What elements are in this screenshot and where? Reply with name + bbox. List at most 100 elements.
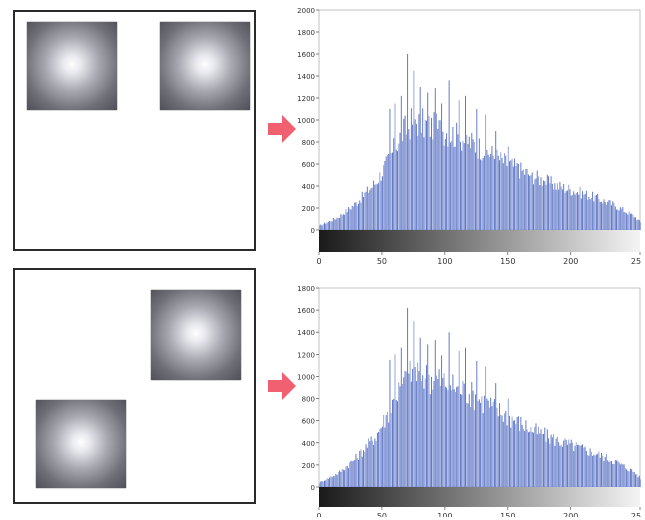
- histogram-bar: [595, 195, 597, 230]
- x-tick-label: 25: [631, 257, 641, 266]
- histogram-bar: [332, 218, 334, 230]
- histogram-bar: [551, 437, 553, 487]
- histogram-bar: [500, 152, 502, 230]
- histogram-bar: [454, 391, 456, 487]
- histogram-bar: [322, 481, 324, 487]
- histogram-bar: [329, 220, 331, 230]
- histogram-bar: [535, 178, 537, 230]
- histogram-bar: [427, 344, 429, 487]
- histogram-bar: [475, 152, 477, 230]
- histogram-bar: [385, 156, 387, 230]
- histogram-bar: [364, 192, 366, 230]
- histogram-bar: [543, 433, 545, 487]
- histogram-bar: [592, 455, 594, 487]
- histogram-bar: [548, 176, 550, 230]
- histogram-bar: [590, 451, 592, 487]
- histogram-bar: [527, 174, 529, 230]
- histogram-bar: [505, 155, 507, 230]
- x-tick-label: 50: [377, 257, 387, 266]
- histogram-bar: [558, 189, 560, 230]
- histogram-bar: [473, 142, 475, 230]
- histogram-bar: [365, 191, 367, 230]
- histogram-bar: [587, 455, 589, 487]
- histogram-bar: [618, 462, 620, 487]
- histogram-bar: [331, 221, 333, 230]
- histogram-bar: [530, 427, 532, 487]
- histogram-bar: [364, 452, 366, 487]
- histogram-bar: [472, 390, 474, 487]
- histogram-bar: [386, 412, 388, 487]
- histogram-bar: [564, 438, 566, 487]
- histogram-bar: [617, 460, 619, 487]
- grayscale-colorbar: [319, 230, 640, 252]
- histogram-bar: [414, 367, 416, 487]
- histogram-bar: [467, 403, 469, 487]
- histogram-bar: [623, 464, 625, 487]
- x-tick-label: 200: [563, 257, 578, 266]
- histogram-bar: [627, 214, 629, 230]
- histogram-bar: [420, 132, 422, 230]
- histogram-bar: [514, 158, 516, 230]
- right-arrow-icon: [268, 115, 296, 143]
- histogram-bar: [486, 150, 488, 230]
- histogram-bar: [378, 182, 380, 230]
- histogram-bar: [444, 139, 446, 230]
- histogram-bar: [412, 124, 414, 230]
- histogram-bar: [447, 390, 449, 487]
- histogram-bar: [626, 469, 628, 487]
- histogram-bar: [366, 447, 368, 487]
- histogram-bar: [502, 421, 504, 487]
- histogram-bar: [446, 133, 448, 230]
- histogram-bar: [434, 88, 436, 230]
- histogram-bar: [458, 351, 460, 487]
- histogram-bar: [448, 332, 450, 487]
- histogram-bar: [579, 186, 581, 230]
- histogram-bar: [640, 222, 641, 230]
- histogram-bar: [438, 120, 440, 230]
- histogram-bar: [491, 406, 493, 487]
- histogram-bar: [597, 193, 599, 230]
- histogram-bar: [467, 143, 469, 230]
- histogram-bar: [565, 439, 567, 487]
- histogram-bar: [373, 444, 375, 487]
- histogram-bar: [478, 138, 480, 230]
- histogram-bar: [325, 223, 327, 230]
- y-tick-label: 0: [311, 484, 315, 492]
- histogram-bar: [524, 431, 526, 487]
- histogram-bar: [633, 217, 635, 230]
- histogram-bar: [541, 434, 543, 487]
- histogram-bar: [432, 139, 434, 230]
- histogram-bar: [349, 462, 351, 487]
- histogram-bar: [619, 464, 621, 487]
- histogram-bar: [637, 477, 639, 487]
- histogram-bar: [339, 217, 341, 230]
- histogram-bar: [346, 465, 348, 487]
- histogram-bar: [441, 355, 443, 487]
- histogram-bar: [490, 153, 492, 230]
- histogram-bar: [399, 386, 401, 487]
- histogram-bar: [485, 114, 487, 230]
- histogram-bar: [563, 184, 565, 230]
- y-tick-label: 1400: [297, 329, 315, 337]
- histogram-bar: [511, 416, 513, 487]
- histogram-bar: [631, 469, 633, 487]
- histogram-bar: [526, 169, 528, 230]
- histogram-bar: [410, 381, 412, 487]
- histogram-bar: [510, 160, 512, 230]
- histogram-bar: [583, 194, 585, 230]
- histogram-bar: [395, 399, 397, 487]
- histogram-bar: [575, 442, 577, 487]
- histogram-bar: [587, 199, 589, 230]
- histogram-bar: [477, 158, 479, 230]
- histogram-bar: [441, 103, 443, 230]
- histogram-bar: [607, 460, 609, 487]
- histogram-bar: [347, 467, 349, 487]
- y-tick-label: 1800: [297, 29, 315, 37]
- histogram-bar: [320, 224, 322, 230]
- histogram-bar: [526, 429, 528, 487]
- histogram-bar: [472, 139, 474, 230]
- histogram-bar: [624, 212, 626, 230]
- histogram-bar: [585, 451, 587, 487]
- histogram-bar: [487, 154, 489, 230]
- histogram-bar: [624, 467, 626, 487]
